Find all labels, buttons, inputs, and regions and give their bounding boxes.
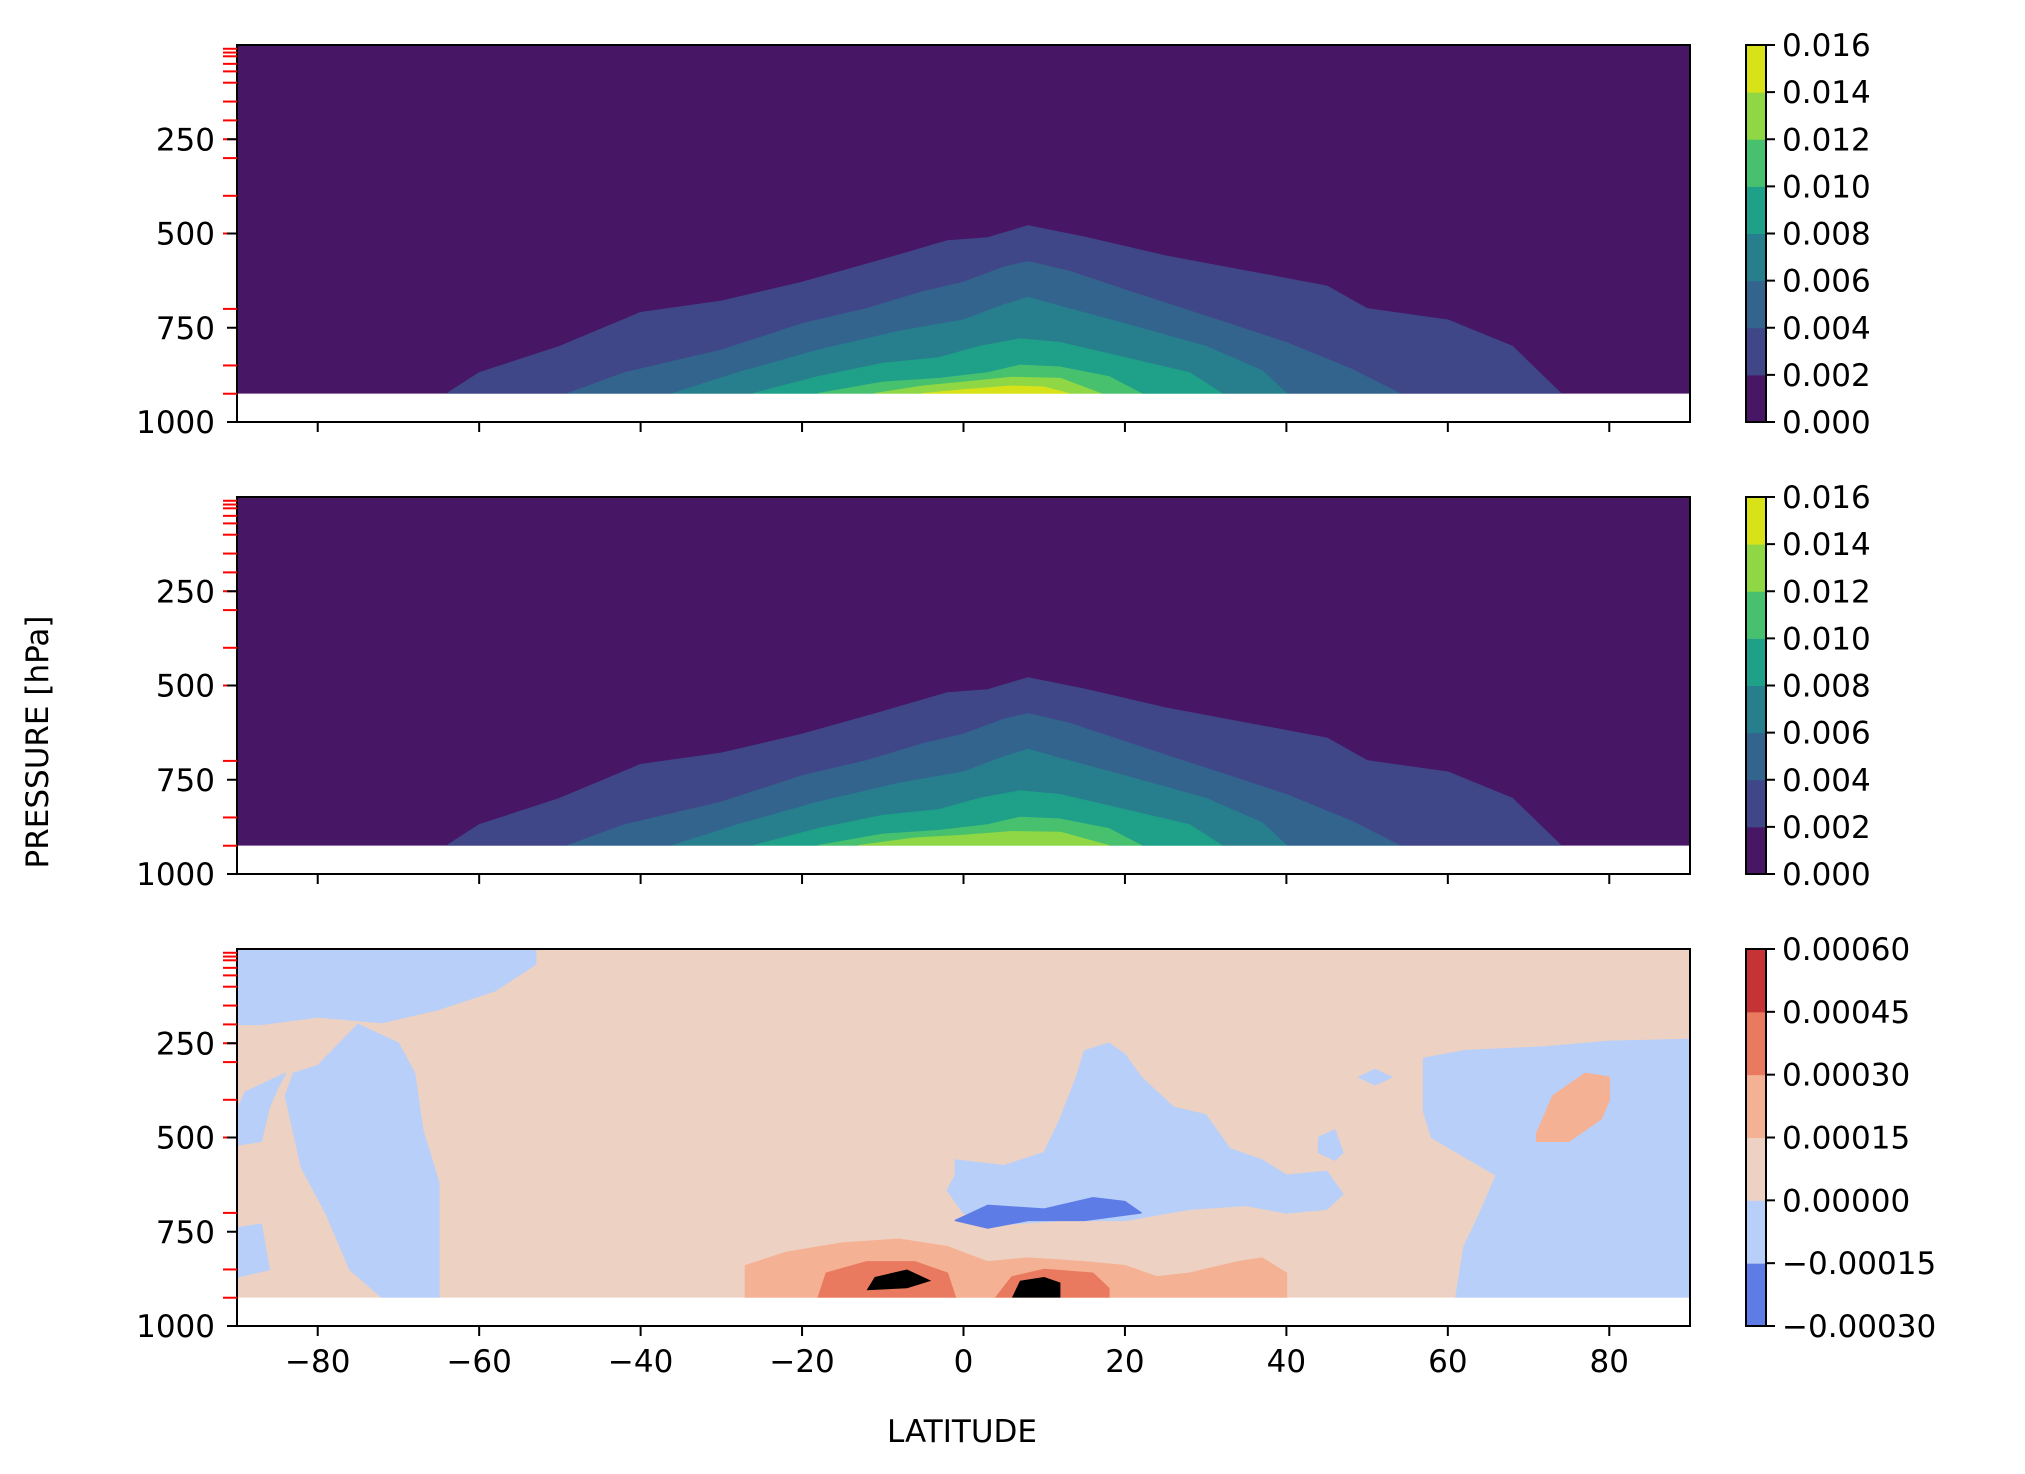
colorbar-swatch	[1746, 1011, 1766, 1076]
colorbar-tick-label: 0.00060	[1782, 932, 1910, 968]
contour-region	[1535, 1072, 1611, 1143]
y-tick-label: 500	[156, 1121, 215, 1157]
colorbar-swatch	[1746, 92, 1766, 140]
colorbar-tick-label: 0.00045	[1782, 995, 1910, 1031]
colorbar-tick-label: 0.00030	[1782, 1058, 1910, 1094]
colorbar-tick-label: 0.00000	[1782, 1183, 1910, 1219]
colorbar: −0.00030 −0.00015 0.00000 0.00015 0.00030 0.0…	[1745, 932, 1936, 1345]
y-tick-label: 750	[156, 1215, 215, 1251]
colorbar-tick-label: −0.00015	[1782, 1246, 1936, 1282]
y-tick-label: 500	[156, 669, 215, 705]
y-tick-label: 1000	[136, 1309, 215, 1345]
x-tick-label: 40	[1267, 1344, 1306, 1380]
colorbar-tick-label: 0.004	[1782, 311, 1871, 347]
plot-area	[237, 45, 1690, 422]
colorbar-tick-label: 0.016	[1782, 28, 1871, 64]
contour-region	[237, 949, 537, 1026]
x-tick-label: 80	[1590, 1344, 1629, 1380]
colorbar-swatch	[1746, 1074, 1766, 1138]
y-axis-label: PRESSURE [hPa]	[20, 616, 56, 869]
colorbar-tick-label: 0.006	[1782, 264, 1871, 300]
colorbar-tick-label: 0.006	[1782, 716, 1871, 752]
x-tick-label: 60	[1428, 1344, 1467, 1380]
colorbar-tick-label: 0.000	[1782, 857, 1871, 893]
colorbar-swatch	[1746, 544, 1766, 592]
contour-region	[1011, 1277, 1061, 1298]
x-axis-label: LATITUDE	[887, 1414, 1037, 1450]
contour-region	[284, 1023, 440, 1299]
colorbar-tick-label: 0.012	[1782, 574, 1871, 610]
colorbar-tick-label: 0.008	[1782, 217, 1871, 253]
colorbar-swatch	[1746, 497, 1766, 545]
y-tick-label: 250	[156, 1026, 215, 1062]
x-tick-label: −20	[769, 1344, 834, 1380]
y-tick-label: 750	[156, 311, 215, 347]
colorbar-swatch	[1746, 233, 1766, 282]
colorbar-swatch	[1746, 732, 1766, 781]
plot-area	[237, 497, 1690, 874]
contour-region	[1422, 1038, 1690, 1299]
colorbar-tick-label: 0.002	[1782, 358, 1871, 394]
contour-region	[1317, 1129, 1344, 1161]
colorbar-tick-label: 0.000	[1782, 405, 1871, 441]
colorbar-tick-label: 0.016	[1782, 480, 1871, 516]
x-tick-label: −60	[446, 1344, 511, 1380]
y-tick-label: 1000	[136, 405, 215, 441]
contour-panel-2: 250 500 750 1000	[136, 496, 1691, 893]
colorbar-tick-label: 0.010	[1782, 621, 1871, 657]
colorbar-tick-label: 0.00015	[1782, 1121, 1910, 1157]
colorbar-tick-label: 0.014	[1782, 527, 1871, 563]
colorbar-swatch	[1746, 45, 1766, 93]
contour-region	[237, 1072, 287, 1146]
plot-area	[237, 949, 1690, 1326]
colorbar-swatch	[1746, 139, 1766, 187]
colorbar: 0.000 0.002 0.004 0.006 0.008 0.010 0.012 0.014…	[1745, 28, 1871, 441]
colorbar-swatch	[1746, 949, 1766, 1013]
contour-region	[946, 1042, 1344, 1225]
below-surface-area	[237, 1297, 1690, 1326]
colorbar-swatch	[1746, 327, 1766, 376]
colorbar-swatch	[1746, 280, 1766, 329]
contour-region	[857, 831, 1110, 847]
colorbar-swatch	[1746, 779, 1766, 828]
y-tick-label: 250	[156, 122, 215, 158]
colorbar-tick-label: 0.014	[1782, 75, 1871, 111]
contour-panel-3: 250 500 750 1000 −80 −60 −40 −20 0 20 40 60 80	[136, 948, 1691, 1380]
x-tick-label: −40	[608, 1344, 673, 1380]
contour-panel-1: 250 500 750 1000	[136, 44, 1691, 441]
contour-region	[1358, 1068, 1393, 1086]
y-tick-label: 500	[156, 217, 215, 253]
colorbar-swatch	[1746, 638, 1766, 686]
colorbar-tick-label: 0.004	[1782, 763, 1871, 799]
colorbar-tick-label: 0.002	[1782, 810, 1871, 846]
colorbar-tick-label: 0.012	[1782, 122, 1871, 158]
colorbar-swatch	[1746, 591, 1766, 639]
colorbar-swatch	[1746, 374, 1766, 423]
x-tick-label: −80	[285, 1344, 350, 1380]
y-tick-label: 1000	[136, 857, 215, 893]
contour-region	[866, 1269, 932, 1291]
x-tick-label: 20	[1105, 1344, 1144, 1380]
colorbar-swatch	[1746, 1137, 1766, 1201]
contour-region	[922, 385, 1070, 395]
contour-region	[954, 1197, 1142, 1229]
below-surface-area	[237, 393, 1690, 422]
y-tick-label: 250	[156, 574, 215, 610]
below-surface-area	[237, 845, 1690, 874]
colorbar-swatch	[1746, 1263, 1766, 1327]
colorbar-swatch	[1746, 685, 1766, 734]
x-tick-label: 0	[954, 1344, 974, 1380]
contour-region	[237, 1223, 271, 1278]
colorbar-tick-label: −0.00030	[1782, 1309, 1936, 1345]
colorbar-tick-label: 0.010	[1782, 169, 1871, 205]
y-tick-label: 750	[156, 763, 215, 799]
colorbar-swatch	[1746, 826, 1766, 875]
colorbar-swatch	[1746, 186, 1766, 234]
colorbar-swatch	[1746, 1200, 1766, 1264]
colorbar-tick-label: 0.008	[1782, 669, 1871, 705]
colorbar: 0.000 0.002 0.004 0.006 0.008 0.010 0.012 0.014…	[1745, 480, 1871, 893]
